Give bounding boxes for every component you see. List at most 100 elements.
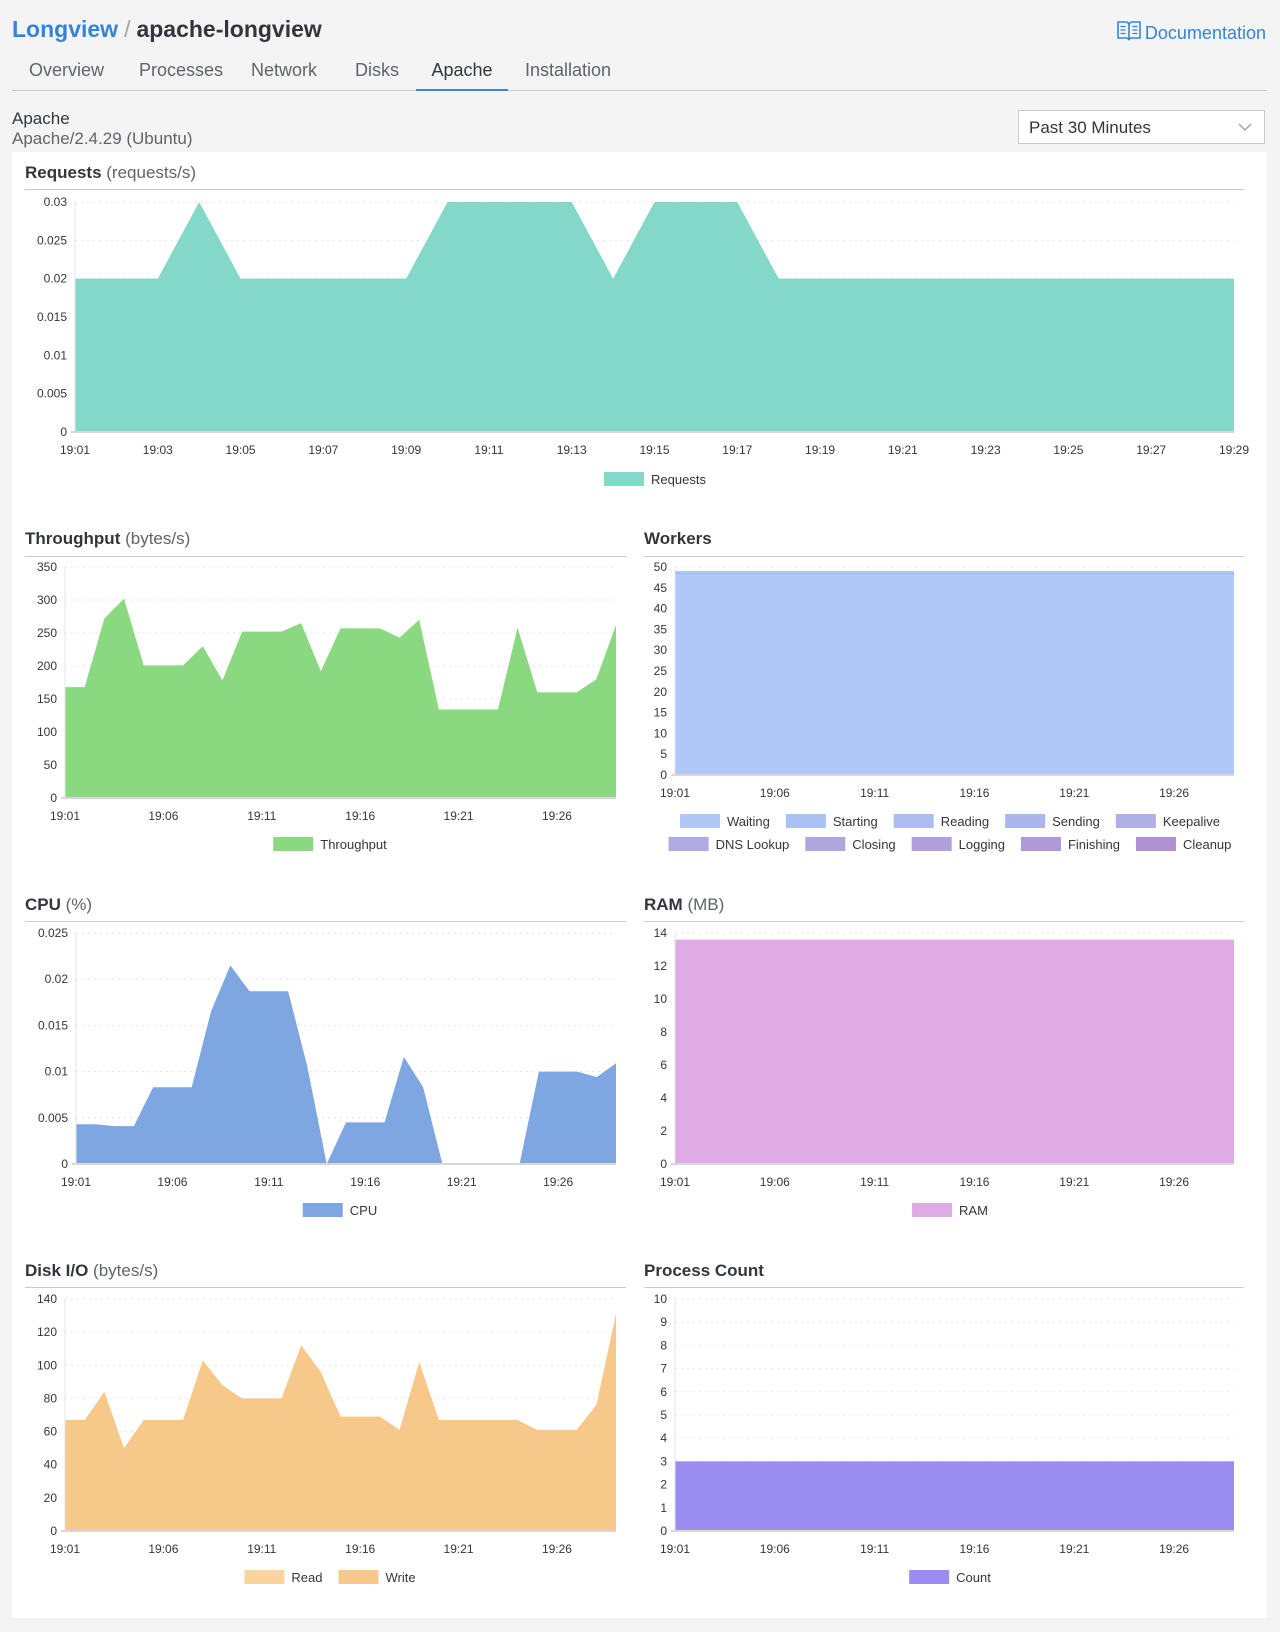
x-tick-label: 19:06 — [760, 1542, 790, 1556]
y-tick-label: 10 — [654, 726, 668, 740]
legend-label: Throughput — [320, 837, 387, 852]
tab-network[interactable]: Network — [251, 60, 318, 80]
x-tick-label: 19:01 — [50, 809, 80, 823]
y-tick-label: 14 — [654, 926, 668, 940]
legend-swatch — [1135, 837, 1176, 851]
x-tick-label: 19:11 — [247, 809, 276, 823]
process-chart-title: Process Count — [644, 1261, 764, 1281]
divider — [25, 189, 1244, 190]
divider — [644, 1287, 1244, 1288]
x-tick-label: 19:06 — [760, 1175, 790, 1189]
y-tick-label: 0.01 — [44, 348, 68, 362]
y-tick-label: 40 — [44, 1458, 58, 1472]
time-range-select[interactable]: Past 30 Minutes — [1018, 110, 1265, 144]
divider — [644, 556, 1244, 557]
y-tick-label: 25 — [654, 664, 668, 678]
y-tick-label: 2 — [660, 1124, 667, 1138]
y-tick-label: 50 — [44, 758, 58, 772]
legend-label: Starting — [833, 814, 878, 829]
x-tick-label: 19:16 — [345, 809, 375, 823]
requests-series-requests-area — [75, 202, 1234, 432]
legend-swatch — [1005, 814, 1046, 828]
y-tick-label: 0.015 — [38, 1018, 68, 1032]
y-tick-label: 4 — [660, 1431, 667, 1445]
legend-label: Keepalive — [1163, 814, 1220, 829]
tab-processes[interactable]: Processes — [139, 60, 224, 80]
disk-chart-title: Disk I/O (bytes/s) — [25, 1261, 158, 1281]
x-tick-label: 19:21 — [447, 1175, 477, 1189]
tab-bar: Overview Processes Network Disks Apache … — [12, 56, 1267, 91]
chart-unit: (requests/s) — [106, 163, 197, 182]
x-tick-label: 19:11 — [860, 1175, 889, 1189]
x-tick-label: 19:01 — [660, 1175, 690, 1189]
legend-swatch — [338, 1570, 379, 1584]
y-tick-label: 0 — [660, 1157, 667, 1171]
disk-series-write-area — [65, 1313, 616, 1531]
y-tick-label: 8 — [660, 1338, 667, 1352]
divider — [25, 556, 626, 557]
x-tick-label: 19:06 — [157, 1175, 187, 1189]
x-tick-label: 19:27 — [1136, 443, 1166, 457]
legend-swatch — [785, 814, 826, 828]
legend-label: Closing — [852, 837, 895, 852]
y-tick-label: 45 — [654, 581, 668, 595]
legend-swatch — [805, 837, 846, 851]
x-tick-label: 19:25 — [1053, 443, 1083, 457]
legend-swatch — [1020, 837, 1061, 851]
x-tick-label: 19:21 — [1059, 1175, 1089, 1189]
y-tick-label: 6 — [660, 1385, 667, 1399]
y-tick-label: 0 — [50, 791, 57, 805]
x-tick-label: 19:11 — [247, 1542, 276, 1556]
y-tick-label: 150 — [37, 692, 57, 706]
legend-swatch — [1115, 814, 1156, 828]
throughput-series-throughput-area — [65, 598, 616, 798]
workers-series-waiting-area — [675, 575, 1234, 775]
x-tick-label: 19:21 — [1059, 786, 1089, 800]
legend-swatch — [912, 1203, 953, 1217]
legend-swatch — [911, 837, 952, 851]
breadcrumb-root-link[interactable]: Longview — [12, 16, 119, 42]
x-tick-label: 19:01 — [660, 1542, 690, 1556]
x-tick-label: 19:11 — [860, 1542, 889, 1556]
x-tick-label: 19:16 — [959, 1175, 989, 1189]
time-range-value: Past 30 Minutes — [1029, 118, 1151, 137]
y-tick-label: 0 — [61, 1157, 68, 1171]
documentation-link[interactable]: Documentation — [1116, 20, 1266, 47]
legend-label: Count — [956, 1570, 991, 1585]
x-tick-label: 19:26 — [543, 1175, 573, 1189]
chart-title-text: Disk I/O — [25, 1261, 89, 1280]
y-tick-label: 6 — [660, 1058, 667, 1072]
legend-label: Reading — [941, 814, 989, 829]
tab-overview[interactable]: Overview — [29, 60, 105, 80]
service-version: Apache/2.4.29 (Ubuntu) — [12, 129, 193, 148]
legend-label: Read — [291, 1570, 322, 1585]
legend-label: RAM — [959, 1203, 988, 1218]
tab-installation[interactable]: Installation — [525, 60, 612, 80]
tab-disks[interactable]: Disks — [355, 60, 399, 80]
y-tick-label: 350 — [37, 560, 57, 574]
x-tick-label: 19:01 — [50, 1542, 80, 1556]
legend-swatch — [909, 1570, 950, 1584]
workers-chart-title: Workers — [644, 529, 712, 549]
y-tick-label: 10 — [654, 1292, 668, 1306]
y-tick-label: 5 — [660, 1408, 667, 1422]
y-tick-label: 10 — [654, 992, 668, 1006]
legend-label: CPU — [350, 1203, 377, 1218]
chart-title-text: Process Count — [644, 1261, 764, 1280]
y-tick-label: 7 — [660, 1362, 667, 1376]
legend-label: Requests — [651, 472, 706, 487]
breadcrumb-separator: / — [124, 16, 131, 42]
documentation-label: Documentation — [1144, 23, 1266, 43]
chart-unit: (MB) — [687, 895, 725, 914]
x-tick-label: 19:26 — [1159, 1175, 1189, 1189]
y-tick-label: 40 — [654, 602, 668, 616]
tab-apache[interactable]: Apache — [416, 60, 508, 91]
chevron-down-icon — [1238, 120, 1252, 138]
y-tick-label: 0 — [660, 1524, 667, 1538]
y-tick-label: 8 — [660, 1025, 667, 1039]
chart-title-text: CPU — [25, 895, 61, 914]
divider — [644, 921, 1244, 922]
x-tick-label: 19:26 — [542, 809, 572, 823]
ram-chart-title: RAM (MB) — [644, 895, 724, 915]
y-tick-label: 300 — [37, 593, 57, 607]
